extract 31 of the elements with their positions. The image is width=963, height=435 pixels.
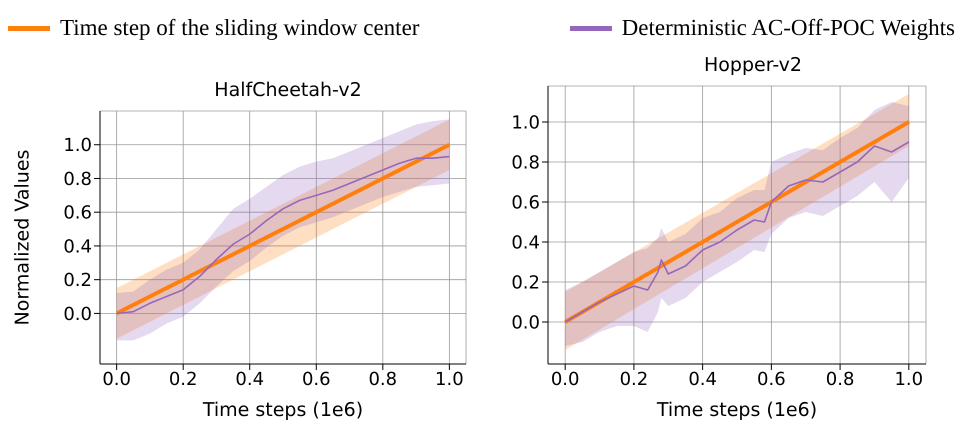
x-axis-title: Time steps (1e6) bbox=[202, 399, 364, 421]
y-tick-label: 0.8 bbox=[511, 152, 540, 174]
x-tick-label: 0.4 bbox=[688, 368, 717, 390]
chart-title: HalfCheetah-v2 bbox=[213, 78, 363, 101]
x-tick-label: 1.0 bbox=[894, 368, 924, 390]
x-tick-label: 0.6 bbox=[757, 368, 786, 390]
legend-label: Time step of the sliding window center bbox=[60, 15, 420, 41]
x-tick-label: 0.6 bbox=[302, 368, 331, 390]
x-axis-title: Time steps (1e6) bbox=[656, 399, 818, 421]
y-axis-title: Normalized Values bbox=[12, 150, 34, 326]
chart-title: Hopper-v2 bbox=[703, 53, 803, 76]
x-tick-label: 0.2 bbox=[620, 368, 648, 390]
x-tick-label: 0.4 bbox=[235, 368, 264, 390]
x-tick-label: 0.8 bbox=[826, 368, 854, 390]
x-tick-label: 0.0 bbox=[550, 368, 580, 390]
y-tick-label: 0.6 bbox=[63, 202, 92, 224]
y-tick-label: 0.6 bbox=[511, 192, 540, 214]
x-tick-label: 0.0 bbox=[102, 368, 131, 390]
y-tick-label: 0.8 bbox=[63, 168, 92, 190]
y-tick-label: 0.2 bbox=[63, 270, 92, 292]
x-tick-label: 0.2 bbox=[168, 368, 198, 390]
y-tick-label: 0.0 bbox=[63, 304, 92, 325]
y-tick-label: 0.2 bbox=[511, 272, 540, 294]
y-tick-label: 1.0 bbox=[511, 112, 540, 134]
legend-label: Deterministic AC-Off-POC Weights bbox=[622, 15, 955, 41]
y-tick-label: 0.4 bbox=[511, 232, 540, 254]
x-tick-label: 0.8 bbox=[368, 368, 398, 390]
y-tick-label: 0.0 bbox=[511, 312, 540, 334]
x-tick-label: 1.0 bbox=[435, 368, 464, 390]
y-tick-label: 1.0 bbox=[63, 135, 92, 156]
y-tick-label: 0.4 bbox=[63, 236, 92, 258]
